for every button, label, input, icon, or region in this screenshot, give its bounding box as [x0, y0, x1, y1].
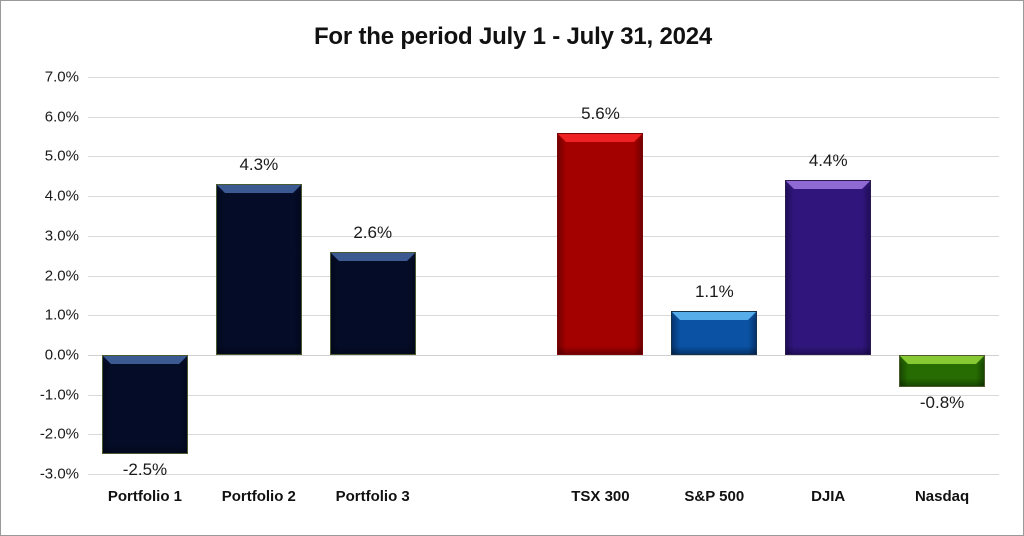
plot-area [88, 77, 999, 475]
gridline [88, 394, 999, 396]
bar[interactable] [899, 354, 986, 387]
gridline [88, 434, 999, 436]
gridline [88, 196, 999, 198]
bar[interactable] [101, 354, 188, 455]
bar-value-label: 1.1% [694, 282, 734, 302]
bar-face [330, 252, 415, 354]
x-axis-category-label: S&P 500 [684, 488, 745, 505]
gridline [88, 474, 999, 475]
x-axis-category-label: TSX 300 [571, 488, 630, 505]
y-axis-tick-label: 4.0% [44, 187, 79, 205]
y-axis-tick-label: -3.0% [39, 465, 79, 483]
y-axis-tick-label: -2.0% [39, 425, 79, 443]
bar[interactable] [671, 311, 758, 355]
bar-value-label: 4.3% [239, 155, 279, 175]
bar-top-bevel [672, 312, 757, 321]
y-axis-tick-label: 1.0% [44, 306, 79, 324]
y-axis-tick-label: 0.0% [44, 346, 79, 364]
bar-value-label: 5.6% [581, 103, 620, 123]
gridline [88, 315, 999, 317]
y-axis-tick-label: 3.0% [44, 227, 79, 245]
bar-top-bevel [330, 252, 415, 261]
gridline [88, 156, 999, 158]
x-axis-category-label: DJIA [811, 488, 846, 505]
bar-value-label: 2.6% [353, 222, 393, 242]
bar-top-bevel [900, 355, 985, 364]
y-axis-tick-label: 7.0% [44, 68, 79, 86]
bar-face [102, 355, 187, 454]
bar[interactable] [557, 132, 644, 355]
bar-top-bevel [102, 355, 187, 364]
y-axis-tick-label: 5.0% [44, 147, 79, 165]
x-axis-category-label: Portfolio 3 [335, 488, 410, 505]
bar[interactable] [215, 184, 302, 355]
x-axis-category-label: Portfolio 2 [221, 488, 296, 505]
bar-face [786, 181, 871, 354]
bar-value-label: 4.4% [808, 151, 848, 171]
bar-face [216, 185, 301, 354]
gridline [88, 354, 999, 356]
bar-top-bevel [786, 181, 871, 190]
gridline [88, 235, 999, 237]
x-axis-category-label: Portfolio 1 [107, 488, 183, 505]
y-axis: 7.0% 6.0% 5.0% 4.0% 3.0% 2.0% 1.0% 0.0% -1.0% -2.… [1, 69, 79, 483]
x-axis-category-label: Nasdaq [914, 488, 970, 505]
bar-top-bevel [558, 133, 643, 142]
bar-top-bevel [216, 185, 301, 194]
y-axis-tick-label: 2.0% [44, 267, 79, 284]
chart-title: For the period July 1 - July 31, 2024 [313, 23, 713, 50]
bar-value-label: -2.5% [122, 460, 168, 480]
gridline [88, 275, 999, 277]
y-axis-tick-label: 6.0% [44, 108, 79, 126]
bar-face [558, 133, 643, 354]
y-axis-tick-label: -1.0% [39, 386, 79, 404]
bar-value-label: -0.8% [919, 392, 965, 412]
bar[interactable] [785, 180, 872, 355]
gridline [88, 116, 999, 118]
gridline [88, 77, 999, 78]
bar[interactable] [329, 251, 416, 355]
